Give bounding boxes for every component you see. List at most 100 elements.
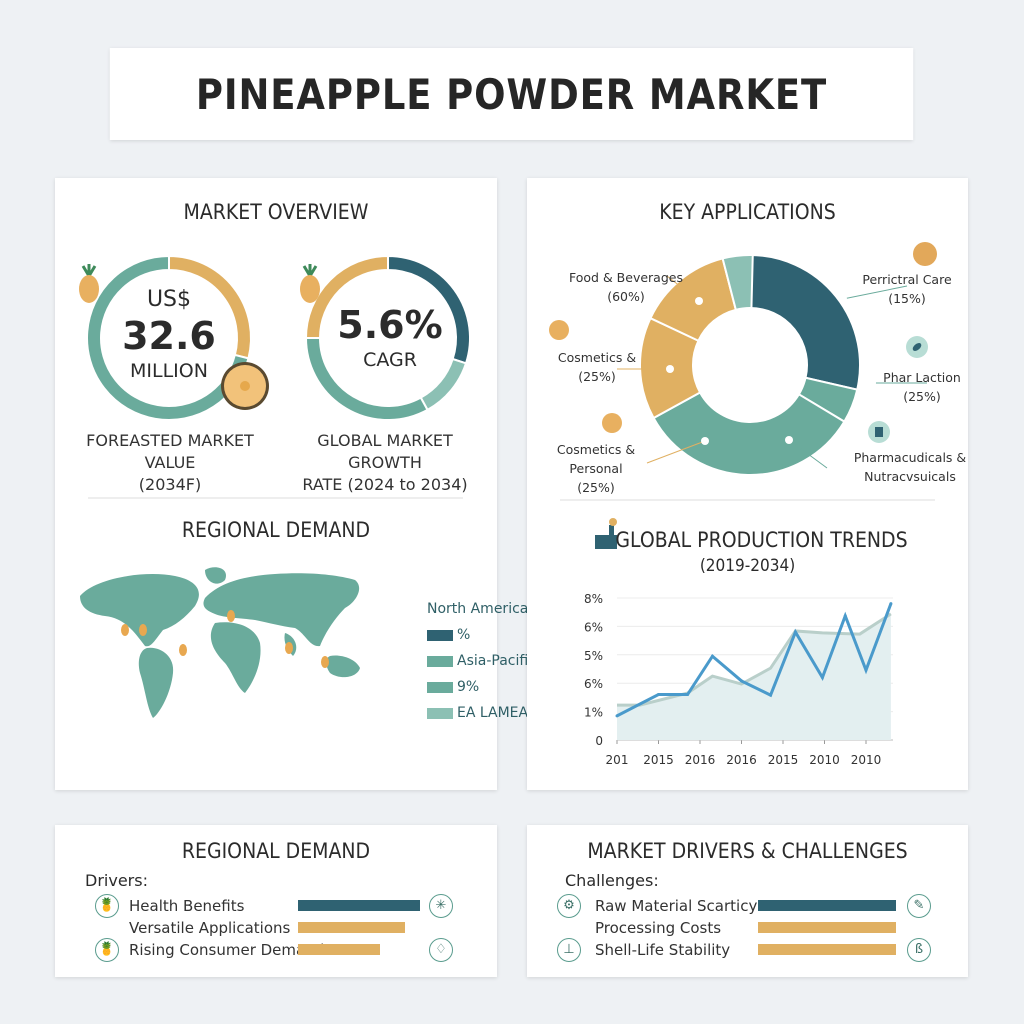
factor-bar [758, 944, 896, 955]
pineapple-pin-icon [227, 610, 235, 622]
data-point [710, 654, 714, 658]
label-line: (60%) [607, 289, 645, 304]
application-label: Perrictral Care (15%) [842, 270, 972, 308]
leader-line [842, 285, 908, 300]
data-point [843, 614, 847, 618]
market-overview-heading: MARKET OVERVIEW [183, 200, 369, 224]
leader-dot [701, 437, 709, 445]
lamp-icon: ⊥ [557, 938, 581, 962]
factor-label: Raw Material Scarticy [595, 897, 758, 915]
series-line [617, 612, 892, 707]
caption-line: GLOBAL MARKET GROWTH [317, 431, 453, 472]
label-line: (25%) [577, 480, 615, 495]
legend-item: EA LAMEA [427, 704, 528, 722]
forecast-caption: FOREASTED MARKET VALUE (2034F) [65, 430, 275, 496]
data-point [820, 676, 824, 680]
growth-value: 5.6% CAGR [320, 302, 460, 372]
caption-line: (2034F) [138, 475, 202, 494]
factor-bar [298, 922, 406, 933]
donut-slice [721, 254, 754, 312]
x-tick-label: 2016 [726, 753, 757, 767]
application-label: Pharmacudicals & Nutracvsuicals [845, 448, 975, 486]
factor-bar [298, 900, 420, 911]
legend-swatch [427, 629, 453, 641]
y-tick-label: 8% [584, 592, 603, 606]
legend-item: North America [427, 600, 528, 618]
page-title: PINEAPPLE POWDER MARKET [109, 48, 914, 140]
label-line: Phar Laction [883, 370, 961, 385]
sparkle-icon: ✳ [429, 894, 453, 918]
pineapple-icon: 🍍 [95, 938, 119, 962]
legend-item: % [427, 626, 470, 644]
legend-label: 9% [457, 679, 480, 695]
drivers-panel: REGIONAL DEMAND Drivers: 🍍 Health Benefit… [55, 825, 497, 977]
cagr-number: 5.6% [337, 303, 443, 347]
label-line: Cosmetics & [557, 350, 637, 365]
leader-dot [666, 365, 674, 373]
world-map [80, 567, 360, 718]
y-tick-label: 1% [584, 706, 603, 720]
data-point [864, 668, 868, 672]
factory-icon [595, 518, 617, 549]
label-line: Perrictral Care [862, 272, 952, 287]
pineapple-pin-icon [139, 624, 147, 636]
drivers-subheading: Drivers: [85, 871, 148, 890]
application-label: Food & Beverages (60%) [561, 268, 691, 306]
applications-panel: KEY APPLICATIONS 0 1% 6% 5% 6% 8% 201 2015 2016 2… [527, 178, 968, 790]
leader-line [646, 440, 706, 464]
label-line: (15%) [888, 291, 926, 306]
growth-caption: GLOBAL MARKET GROWTH RATE (2024 to 2034) [285, 430, 485, 496]
leaf-icon [906, 336, 928, 358]
pineapple-pin-icon [121, 624, 129, 636]
factor-label: Processing Costs [595, 919, 722, 937]
data-point [889, 602, 893, 606]
data-point [657, 693, 660, 697]
donut-slice [749, 253, 861, 391]
x-tick-label: 2016 [685, 753, 716, 767]
factor-bar [758, 900, 896, 911]
area-fill [617, 613, 891, 740]
legend-label: North America [427, 601, 529, 617]
challenges-heading: MARKET DRIVERS & CHALLENGES [587, 839, 908, 863]
x-tick-label: 2010 [851, 753, 882, 767]
leader-line [666, 275, 700, 302]
overview-graphics [79, 254, 471, 718]
pineapple-pin-icon [179, 644, 187, 656]
legend-item: 9% [427, 678, 479, 696]
label-line: Cosmetics & Personal [556, 442, 636, 476]
production-trends-heading: GLOBAL PRODUCTION TRENDS [615, 528, 908, 552]
factor-label: Rising Consumer Demand [129, 941, 325, 959]
legend-item: Asia-Pacific [427, 652, 536, 670]
cagr-unit: CAGR [363, 349, 417, 371]
key-applications-heading: KEY APPLICATIONS [659, 200, 836, 224]
legend-swatch [427, 655, 453, 667]
legend-label: EA LAMEA [457, 705, 529, 721]
production-trends-subtitle: (2019-2034) [699, 556, 796, 576]
legend-swatch [427, 681, 453, 693]
x-tick-label: 201 [606, 753, 629, 767]
label-line: (25%) [903, 389, 941, 404]
leader-dot [868, 379, 876, 387]
application-label: Cosmetics & Personal (25%) [531, 440, 661, 497]
overview-panel: MARKET OVERVIEW US$ 32.6 MILLION 5.6% CA… [55, 178, 536, 790]
value-unit: MILLION [130, 360, 208, 382]
data-point [769, 693, 773, 697]
legend-label: % [457, 627, 471, 643]
pineapple-icon [300, 264, 320, 303]
utensils-icon [913, 242, 937, 266]
caption-line: FOREASTED MARKET VALUE [86, 431, 254, 472]
data-point [615, 714, 619, 718]
factor-label: Versatile Applications [129, 919, 291, 937]
gear-icon: ⚙ [557, 894, 581, 918]
value-number: 32.6 [122, 314, 216, 358]
drivers-heading: REGIONAL DEMAND [181, 839, 371, 863]
pineapple-pin-icon [285, 642, 293, 654]
donut-slice [652, 391, 846, 476]
applications-graphics: 0 1% 6% 5% 6% 8% 201 2015 2016 2016 2015 2010 2010 [549, 242, 937, 767]
application-label: Phar Laction (25%) [857, 368, 987, 406]
label-line: Nutracvsuicals [864, 469, 956, 484]
data-point [740, 679, 743, 683]
legend-swatch [427, 707, 453, 719]
data-point [793, 630, 797, 634]
application-label: Cosmetics & (25%) [532, 348, 662, 386]
